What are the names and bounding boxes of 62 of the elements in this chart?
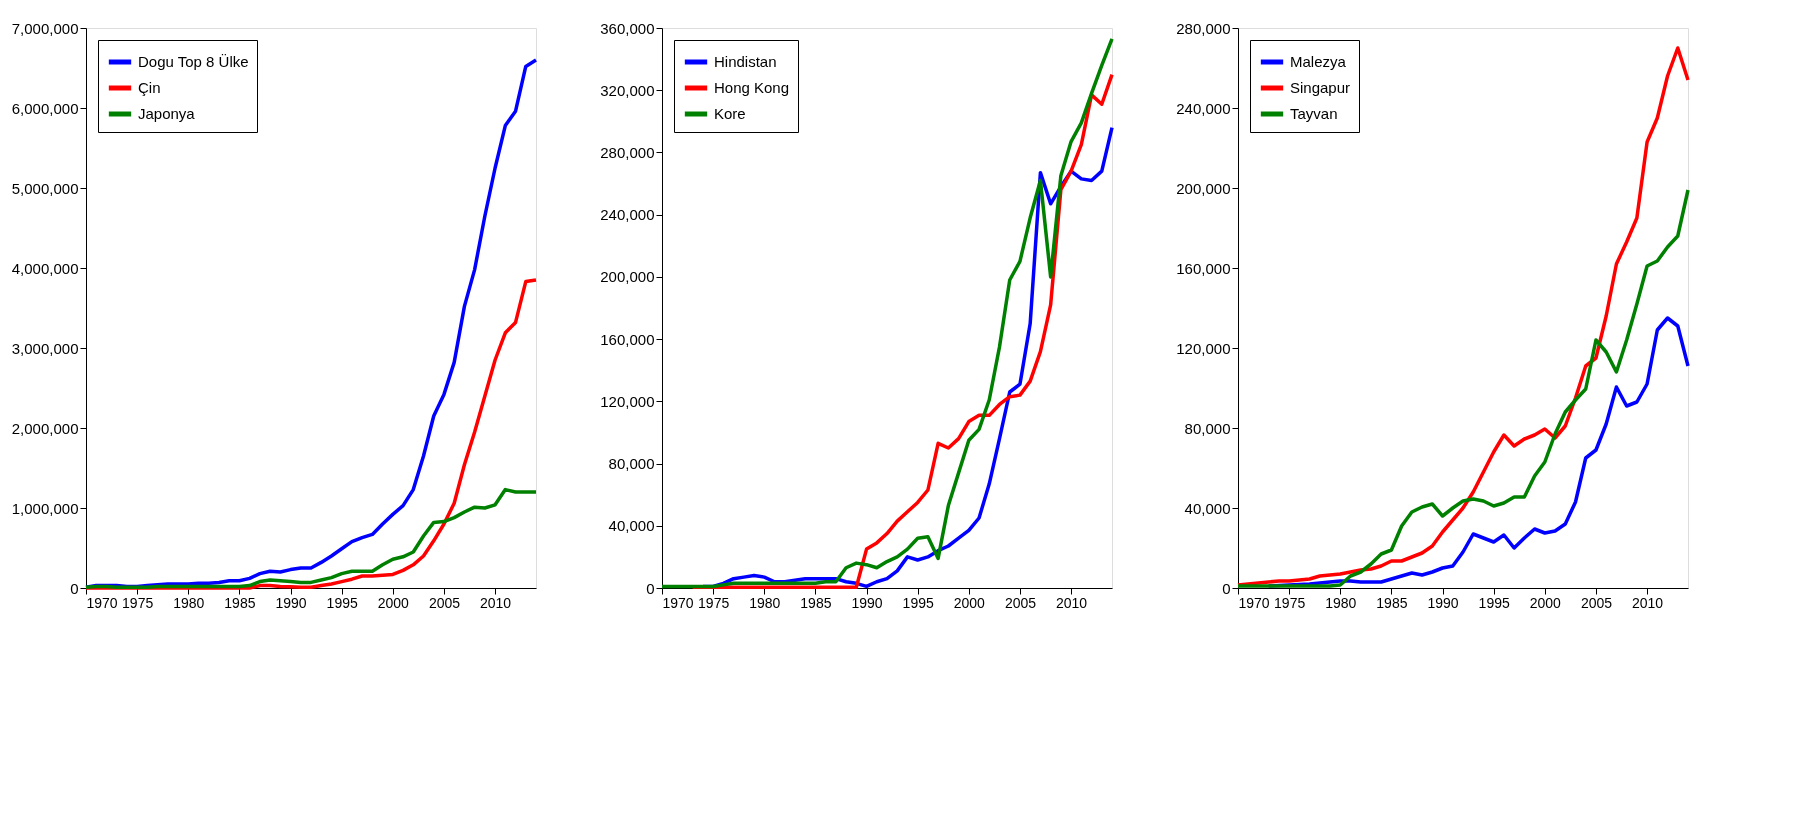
x-tick-label: 1975 (122, 594, 154, 611)
y-tick-label: 120,000 (600, 392, 655, 410)
x-tick-label: 1985 (224, 594, 256, 611)
x-tick-label: 1985 (1376, 594, 1408, 611)
y-tick-label: 0 (70, 579, 79, 597)
x-tick-label: 2000 (953, 594, 986, 611)
y-tick-label: 280,000 (600, 143, 655, 161)
y-tick-label: 0 (646, 579, 655, 597)
y-tick-label: 80,000 (1184, 419, 1231, 437)
x-tick-label: 1995 (902, 594, 934, 611)
x-tick-label: 2005 (428, 594, 461, 611)
y-tick-label: 40,000 (1184, 499, 1231, 517)
x-tick-label: 1980 (749, 594, 781, 611)
y-tick-label: 240,000 (600, 206, 655, 224)
y-tick-label: 360,000 (600, 19, 655, 37)
y-tick-label: 120,000 (1176, 339, 1231, 357)
x-tick-label: 1980 (1325, 594, 1357, 611)
legend-label: Hong Kong (714, 79, 790, 96)
legend-label: Singapur (1290, 79, 1351, 96)
legend-label: Japonya (138, 105, 196, 122)
x-tick-label: 1975 (698, 594, 730, 611)
x-tick-label: 1990 (851, 594, 883, 611)
y-tick-label: 1,000,000 (11, 499, 79, 517)
x-tick-label: 1980 (173, 594, 205, 611)
legend-label: Çin (138, 79, 161, 96)
x-tick-label: 2000 (1529, 594, 1562, 611)
x-tick-label: 2005 (1004, 594, 1037, 611)
y-tick-label: 40,000 (608, 517, 655, 535)
x-tick-label: 2005 (1580, 594, 1613, 611)
x-tick-label: 1995 (1478, 594, 1510, 611)
y-tick-label: 320,000 (600, 81, 655, 99)
y-tick-label: 5,000,000 (11, 179, 79, 197)
x-tick-label: 1990 (1427, 594, 1459, 611)
y-tick-label: 6,000,000 (11, 99, 79, 117)
y-tick-label: 4,000,000 (11, 259, 79, 277)
x-tick-label: 1990 (275, 594, 307, 611)
y-tick-label: 2,000,000 (11, 419, 79, 437)
x-tick-label: 1975 (1274, 594, 1306, 611)
x-tick-label: 1970 (1238, 594, 1270, 611)
x-tick-label: 1970 (662, 594, 694, 611)
y-tick-label: 200,000 (600, 268, 655, 286)
x-tick-label: 1970 (86, 594, 118, 611)
x-tick-label: 2010 (480, 594, 512, 611)
x-tick-label: 2010 (1632, 594, 1664, 611)
x-tick-label: 1985 (800, 594, 832, 611)
legend-label: Kore (714, 105, 746, 122)
legend-label: Malezya (1290, 53, 1347, 70)
y-tick-label: 280,000 (1176, 19, 1231, 37)
y-tick-label: 160,000 (600, 330, 655, 348)
y-tick-label: 0 (1222, 579, 1231, 597)
legend-label: Tayvan (1290, 105, 1338, 122)
y-tick-label: 80,000 (608, 455, 655, 473)
x-tick-label: 1995 (326, 594, 358, 611)
x-tick-label: 2010 (1056, 594, 1088, 611)
legend-label: Hindistan (714, 53, 777, 70)
y-tick-label: 240,000 (1176, 99, 1231, 117)
y-tick-label: 160,000 (1176, 259, 1231, 277)
y-tick-label: 7,000,000 (11, 19, 79, 37)
legend-label: Dogu Top 8 Ülke (138, 53, 249, 70)
x-tick-label: 2000 (377, 594, 410, 611)
y-tick-label: 200,000 (1176, 179, 1231, 197)
y-tick-label: 3,000,000 (11, 339, 79, 357)
